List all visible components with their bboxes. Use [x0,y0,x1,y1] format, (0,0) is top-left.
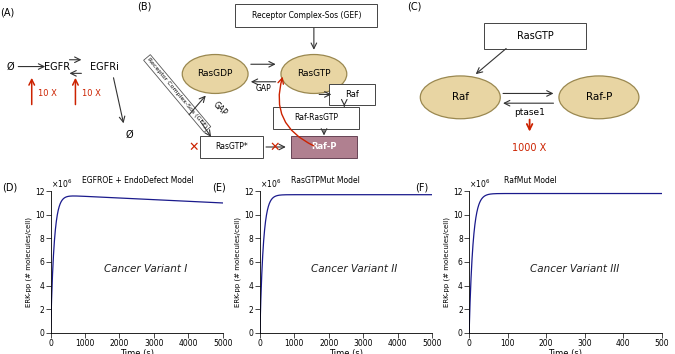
Text: Ø: Ø [7,62,14,72]
X-axis label: Time (s): Time (s) [548,349,583,354]
Ellipse shape [182,55,248,93]
Text: Raf-P: Raf-P [311,143,337,152]
Ellipse shape [281,55,347,93]
Text: 1000 X: 1000 X [512,143,547,153]
Text: Cancer Variant III: Cancer Variant III [531,264,620,274]
X-axis label: Time (s): Time (s) [329,349,363,354]
Text: ✕: ✕ [269,141,280,154]
Text: EGFRi: EGFRi [90,62,119,72]
Text: (B): (B) [136,2,151,12]
Y-axis label: ERK-pp (# molecules/cell): ERK-pp (# molecules/cell) [26,217,32,307]
Text: (E): (E) [212,183,225,193]
FancyBboxPatch shape [329,84,375,105]
FancyBboxPatch shape [484,23,586,49]
Text: GAP: GAP [211,100,229,118]
FancyBboxPatch shape [200,136,263,158]
Text: $\times10^6$: $\times10^6$ [51,177,72,190]
Text: $\times10^6$: $\times10^6$ [260,177,281,190]
X-axis label: Time (s): Time (s) [119,349,154,354]
Text: RafMut Model: RafMut Model [504,177,556,185]
Text: (F): (F) [415,183,429,193]
Text: Raf: Raf [452,92,468,102]
Text: EGFROE + EndoDefect Model: EGFROE + EndoDefect Model [82,177,193,185]
Text: Raf-RasGTP: Raf-RasGTP [294,113,338,122]
Text: Cancer Variant I: Cancer Variant I [104,264,187,274]
Text: (D): (D) [3,183,18,193]
Text: GAP: GAP [255,84,271,93]
Text: RasGTP: RasGTP [516,31,554,41]
Ellipse shape [421,76,500,119]
Text: Receptor Complex-Sos (GEF): Receptor Complex-Sos (GEF) [252,11,361,20]
Text: 10 X: 10 X [38,89,57,98]
Text: RasGTP: RasGTP [297,69,331,79]
Text: Raf-P: Raf-P [586,92,612,102]
FancyBboxPatch shape [291,136,357,158]
Text: Receptor Complex-Sos (GEF): Receptor Complex-Sos (GEF) [146,57,208,130]
Y-axis label: ERK-pp (# molecules/cell): ERK-pp (# molecules/cell) [444,217,450,307]
Text: 10 X: 10 X [82,89,101,98]
Text: (C): (C) [407,2,421,12]
Text: EGFR: EGFR [44,62,70,72]
Text: (A): (A) [1,7,15,17]
Text: Cancer Variant II: Cancer Variant II [311,264,398,274]
Ellipse shape [559,76,639,119]
FancyBboxPatch shape [273,107,359,129]
Text: ptase1: ptase1 [514,108,545,118]
Text: RasGTP*: RasGTP* [215,143,248,152]
Text: RasGTPMut Model: RasGTPMut Model [291,177,360,185]
Text: Ø: Ø [126,130,133,139]
Text: $\times10^6$: $\times10^6$ [469,177,491,190]
Text: RasGDP: RasGDP [198,69,233,79]
Y-axis label: ERK-pp (# molecules/cell): ERK-pp (# molecules/cell) [235,217,241,307]
Text: Raf: Raf [345,90,359,99]
Text: ✕: ✕ [188,141,199,154]
FancyBboxPatch shape [236,4,377,27]
